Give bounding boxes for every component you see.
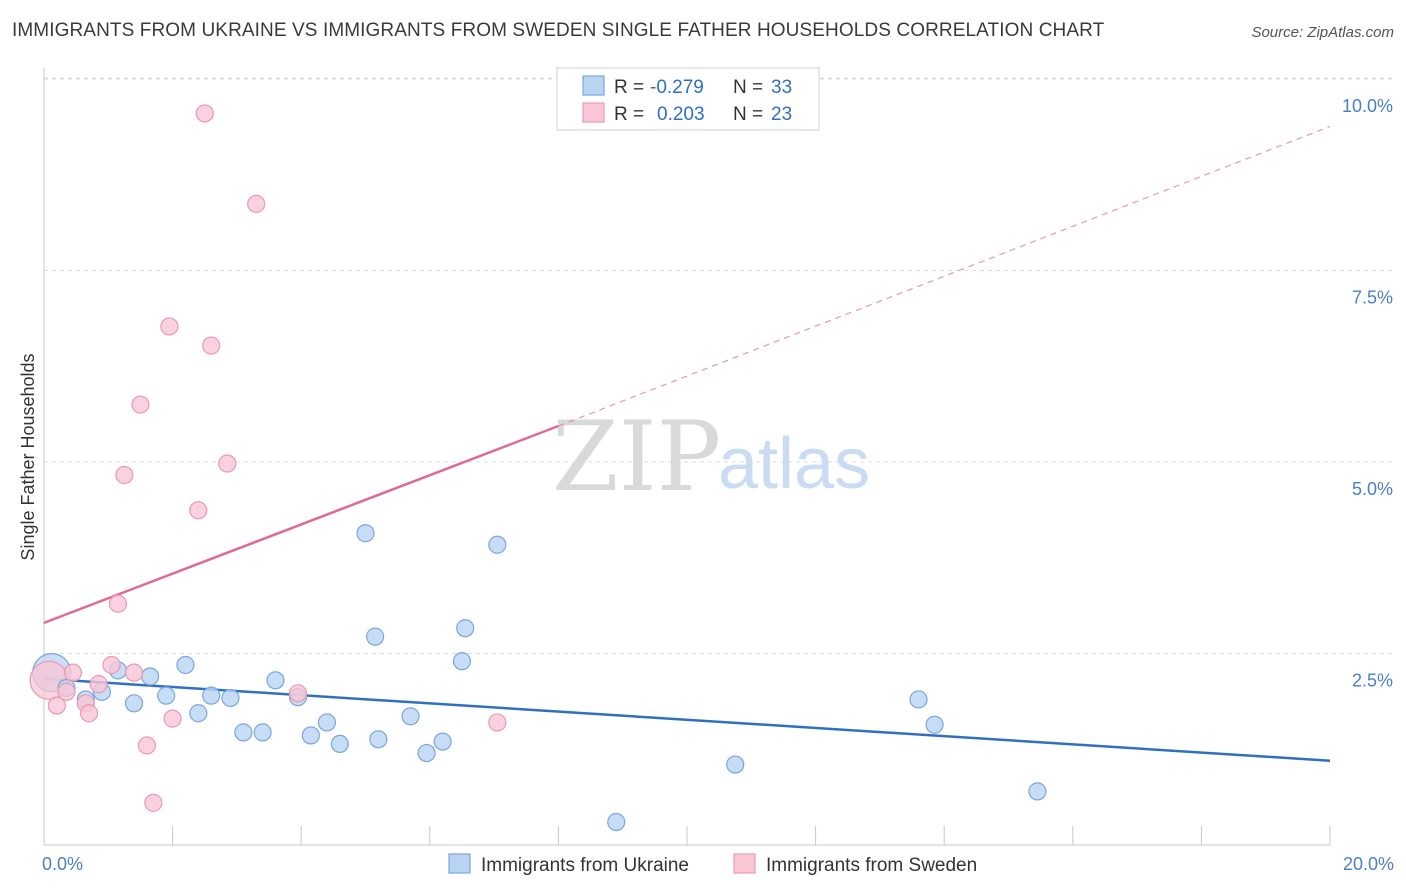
ukraine-point bbox=[140, 667, 160, 686]
legend-n-label-sweden: N = bbox=[733, 104, 763, 125]
sweden-point bbox=[163, 709, 182, 728]
sweden-point bbox=[79, 704, 99, 723]
legend-n-value-ukraine: 33 bbox=[771, 77, 792, 98]
watermark: ZIP atlas bbox=[552, 401, 870, 513]
correlation-legend: R = -0.279 N = 33 R = 0.203 N = 23 bbox=[556, 67, 820, 131]
legend-r-label-ukraine: R = bbox=[614, 77, 644, 98]
ukraine-point bbox=[234, 723, 253, 742]
sweden-point bbox=[144, 793, 163, 812]
ukraine-point bbox=[607, 812, 626, 832]
source-credit: Source: ZipAtlas.com bbox=[1251, 24, 1394, 41]
sweden-point bbox=[137, 736, 156, 755]
axes bbox=[43, 68, 1331, 846]
ukraine-point bbox=[433, 732, 452, 751]
ukraine-point bbox=[369, 730, 388, 749]
y-tick-label: 2.5% bbox=[1352, 671, 1393, 691]
chart-title: IMMIGRANTS FROM UKRAINE VS IMMIGRANTS FR… bbox=[12, 20, 1105, 41]
sweden-trend-line bbox=[43, 424, 559, 625]
x-tick-label: 0.0% bbox=[42, 854, 83, 874]
legend-r-label-sweden: R = bbox=[614, 104, 644, 125]
ukraine-point bbox=[157, 686, 176, 705]
ukraine-point bbox=[417, 743, 436, 763]
sweden-point bbox=[195, 104, 214, 123]
y-axis-title: Single Father Households bbox=[18, 353, 38, 560]
y-tick-label: 10.0% bbox=[1342, 96, 1393, 116]
y-tick-label: 5.0% bbox=[1352, 479, 1393, 499]
sweden-point bbox=[89, 675, 108, 694]
bottom-legend-label-sweden: Immigrants from Sweden bbox=[766, 855, 977, 876]
series-legend: Immigrants from Ukraine Immigrants from … bbox=[448, 853, 977, 876]
tick-labels: 2.5% 5.0% 7.5% 10.0% 0.0% 20.0% bbox=[42, 96, 1394, 874]
legend-n-label-ukraine: N = bbox=[733, 77, 763, 98]
grid-lines bbox=[44, 77, 1392, 654]
ukraine-point bbox=[221, 688, 240, 708]
ukraine-point bbox=[266, 671, 285, 690]
ukraine-point bbox=[330, 734, 349, 753]
bottom-legend-swatch-sweden bbox=[733, 853, 756, 874]
sweden-point bbox=[131, 395, 150, 414]
ukraine-point bbox=[301, 726, 320, 745]
sweden-point bbox=[108, 594, 128, 613]
sweden-point bbox=[202, 336, 221, 355]
ukraine-point bbox=[488, 535, 507, 554]
ukraine-point bbox=[456, 619, 475, 638]
sweden-point bbox=[57, 682, 76, 701]
sweden-point bbox=[102, 655, 121, 675]
ukraine-point bbox=[176, 655, 195, 675]
bottom-legend-swatch-ukraine bbox=[448, 853, 471, 874]
ukraine-point bbox=[317, 713, 337, 732]
bottom-legend-label-ukraine: Immigrants from Ukraine bbox=[481, 855, 689, 876]
ukraine-point bbox=[452, 652, 472, 671]
sweden-point bbox=[218, 454, 237, 473]
legend-swatch-ukraine bbox=[582, 75, 605, 96]
ukraine-point bbox=[189, 704, 208, 723]
ukraine-point bbox=[124, 694, 144, 713]
watermark-zip: ZIP bbox=[552, 401, 721, 513]
sweden-point bbox=[160, 317, 179, 336]
ukraine-point bbox=[726, 755, 745, 774]
sweden-point bbox=[189, 501, 208, 520]
ukraine-point bbox=[366, 627, 385, 646]
ukraine-point bbox=[1028, 782, 1047, 801]
sweden-point bbox=[247, 194, 266, 213]
ukraine-point bbox=[925, 715, 944, 734]
sweden-point bbox=[63, 663, 83, 682]
sweden-point bbox=[288, 684, 308, 703]
sweden-point bbox=[488, 713, 507, 732]
ukraine-trend-line bbox=[43, 677, 1331, 762]
sweden-point bbox=[124, 663, 144, 682]
trend-lines bbox=[43, 125, 1331, 762]
ukraine-point bbox=[401, 707, 420, 726]
ukraine-point bbox=[253, 723, 272, 742]
watermark-atlas: atlas bbox=[718, 424, 870, 504]
sweden-point bbox=[115, 465, 134, 485]
x-tick-label: 20.0% bbox=[1343, 854, 1394, 874]
ukraine-point bbox=[909, 690, 928, 709]
sweden-point bbox=[47, 696, 66, 715]
data-points bbox=[29, 104, 1047, 832]
sweden-trend-extension bbox=[558, 125, 1331, 427]
ukraine-point bbox=[202, 686, 221, 705]
ukraine-point bbox=[356, 524, 375, 543]
legend-r-value-sweden: 0.203 bbox=[657, 104, 705, 125]
legend-r-value-ukraine: -0.279 bbox=[650, 77, 704, 98]
legend-n-value-sweden: 23 bbox=[771, 104, 792, 125]
y-tick-label: 7.5% bbox=[1352, 288, 1393, 308]
legend-swatch-sweden bbox=[582, 102, 605, 123]
